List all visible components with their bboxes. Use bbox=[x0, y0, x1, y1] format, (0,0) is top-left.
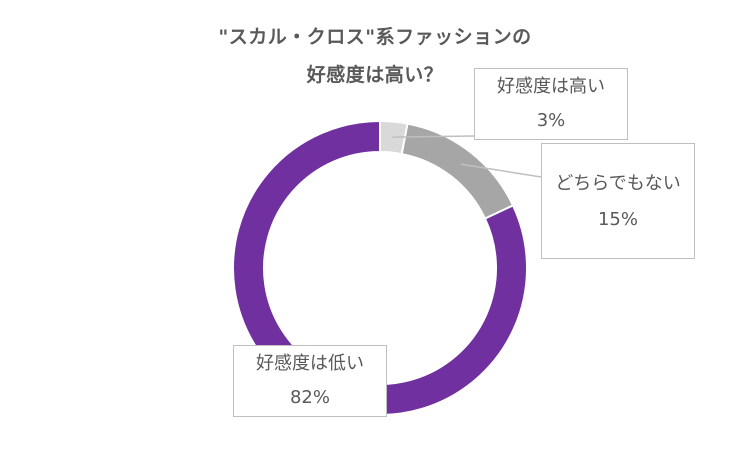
callout-neutral: どちらでもない 15% bbox=[541, 143, 695, 259]
chart-title-line-2: 好感度は高い？ bbox=[306, 64, 444, 86]
callout-low-category: 好感度は低い bbox=[256, 353, 364, 374]
chart-title-line-1: "スカル・クロス"系ファッションの bbox=[218, 26, 532, 48]
callout-high-value: 3% bbox=[536, 110, 566, 131]
leader-line-high bbox=[392, 135, 475, 138]
callout-low-value: 82% bbox=[289, 387, 330, 408]
callout-neutral-category: どちらでもない bbox=[555, 173, 681, 194]
leader-lines bbox=[392, 135, 542, 178]
donut-slices bbox=[232, 119, 528, 416]
callout-low-favorability: 好感度は低い 82% bbox=[233, 345, 387, 417]
callout-high-favorability: 好感度は高い 3% bbox=[474, 68, 628, 140]
callout-high-category: 好感度は高い bbox=[497, 76, 605, 97]
leader-line-neutral bbox=[460, 163, 542, 178]
callout-neutral-value: 15% bbox=[597, 209, 638, 230]
slice-low-favorability bbox=[232, 119, 528, 416]
